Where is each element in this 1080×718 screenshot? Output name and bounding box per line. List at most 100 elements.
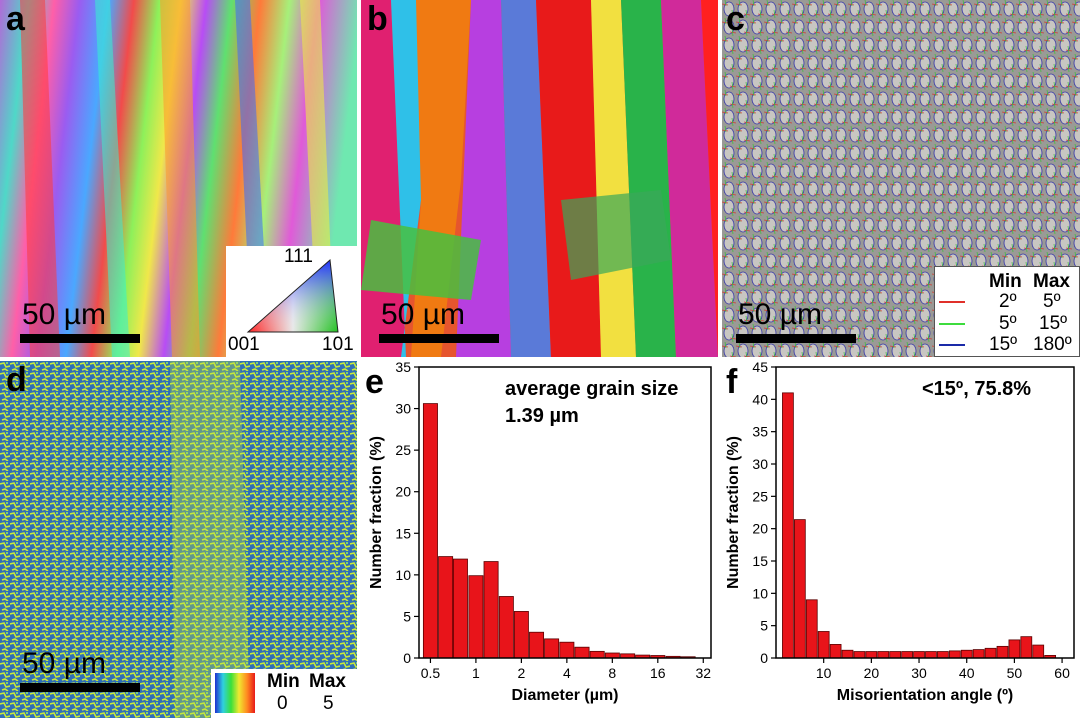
bar <box>925 651 937 659</box>
y-tick-label: 15 <box>752 553 768 569</box>
bar <box>782 392 794 659</box>
plot-frame <box>775 366 1075 659</box>
x-tick-label: 0.5 <box>421 665 441 681</box>
y-tick-label: 5 <box>760 618 768 634</box>
bar <box>889 651 902 659</box>
bar <box>877 651 890 659</box>
y-tick-label: 10 <box>395 567 411 583</box>
legend-row-min: 5º <box>999 313 1017 334</box>
bar <box>853 651 866 659</box>
scale-bar-d <box>20 683 140 692</box>
bar <box>948 650 961 659</box>
chart-annotation: <15º, 75.8% <box>922 378 1031 400</box>
bar <box>984 647 997 659</box>
legend-row-min: 15º <box>989 334 1018 355</box>
bar <box>574 646 590 659</box>
bar <box>559 641 575 659</box>
ipf-label-101: 101 <box>322 334 354 355</box>
ebsd-kam-map-d: d 50 µm Min Max 0 5 <box>0 361 357 718</box>
panel-label-f: f <box>726 363 738 401</box>
y-tick-label: 45 <box>752 361 768 375</box>
bar <box>1008 639 1021 659</box>
y-tick-label: 20 <box>395 484 411 500</box>
panel-label-b: b <box>367 0 388 38</box>
chart-f-svg: 0 5 10 15 20 25 30 35 40 45 10 20 30 40 50 60 Misorienta… <box>725 361 1075 704</box>
ipf-label-111: 111 <box>284 246 313 267</box>
ebsd-ipf-map-a: 111 001 101 a 50 µm <box>0 0 357 357</box>
scale-bar-label-b: 50 µm <box>381 298 465 331</box>
scale-bar-label-d: 50 µm <box>22 647 106 680</box>
kam-header-min: Min <box>267 671 300 692</box>
y-tick-label: 25 <box>752 488 768 504</box>
bar <box>422 403 438 659</box>
x-tick-label: 40 <box>959 665 975 681</box>
panel-label-a: a <box>6 0 25 38</box>
bar <box>468 575 484 659</box>
kam-max-value: 5 <box>323 693 334 714</box>
bar <box>901 651 913 659</box>
ebsd-boundary-map-c: c 50 µm Min Max 2º 5º 5º 15º 15º 180º <box>722 0 1080 357</box>
x-tick-label: 50 <box>1007 665 1023 681</box>
y-tick-label: 15 <box>395 525 411 541</box>
legend-header-max: Max <box>1033 271 1070 292</box>
panel-label-d: d <box>6 361 27 399</box>
x-tick-label: 1 <box>472 665 480 681</box>
scale-bar-a <box>20 334 140 343</box>
legend-header-min: Min <box>989 271 1022 292</box>
panel-label-c: c <box>726 0 745 38</box>
bar <box>817 631 830 659</box>
plot-frame <box>418 366 712 659</box>
x-tick-label: 30 <box>911 665 927 681</box>
kam-colorbar <box>215 673 255 713</box>
bar <box>513 611 529 659</box>
bar <box>996 645 1009 659</box>
scale-bar-b <box>379 334 499 343</box>
y-tick-label: 40 <box>752 391 768 407</box>
x-tick-label: 16 <box>650 665 666 681</box>
bar <box>913 651 925 659</box>
y-tick-label: 0 <box>403 650 411 666</box>
bar <box>483 561 499 659</box>
y-tick-label: 30 <box>395 401 411 417</box>
grain-size-chart-e: 0 5 10 15 20 25 30 35 0.5 1 2 4 8 16 32 Diameter (µm) Nu… <box>361 361 718 718</box>
x-axis-label: Diameter (µm) <box>511 687 618 704</box>
grain-map-image <box>361 0 718 357</box>
ipf-map-image <box>0 0 357 357</box>
bar <box>589 650 605 659</box>
bar <box>529 631 545 659</box>
legend-line-blue <box>939 344 965 346</box>
y-tick-label: 25 <box>395 442 411 458</box>
legend-row: 2º 5º <box>939 291 1079 313</box>
legend-row: 15º 180º <box>939 334 1079 356</box>
legend-row-max: 180º <box>1033 334 1072 355</box>
bar <box>841 649 854 659</box>
bar <box>937 651 949 659</box>
scale-bar-label-c: 50 µm <box>738 298 822 331</box>
bar <box>1032 644 1045 659</box>
x-axis-label: Misorientation angle (º) <box>837 687 1014 704</box>
y-tick-label: 20 <box>752 521 768 537</box>
y-tick-label: 35 <box>395 361 411 375</box>
bar <box>452 558 468 659</box>
legend-row-min: 2º <box>999 291 1017 312</box>
legend-row: 5º 15º <box>939 313 1079 335</box>
bar <box>865 651 878 659</box>
bar <box>960 649 973 659</box>
y-tick-label: 0 <box>760 650 768 666</box>
x-tick-label: 32 <box>695 665 711 681</box>
scale-bar-c <box>736 334 856 343</box>
x-tick-label: 10 <box>816 665 832 681</box>
bar <box>793 519 806 659</box>
bar <box>438 556 454 659</box>
scale-bar-label-a: 50 µm <box>22 298 106 331</box>
x-tick-label: 60 <box>1054 665 1070 681</box>
bar <box>498 596 514 659</box>
bar <box>829 644 842 659</box>
y-tick-label: 30 <box>752 456 768 472</box>
legend-row-max: 15º <box>1039 313 1068 334</box>
ipf-label-001: 001 <box>228 334 260 355</box>
x-tick-label: 4 <box>563 665 571 681</box>
x-tick-label: 2 <box>517 665 525 681</box>
bar <box>544 638 560 659</box>
legend-row-max: 5º <box>1043 291 1061 312</box>
